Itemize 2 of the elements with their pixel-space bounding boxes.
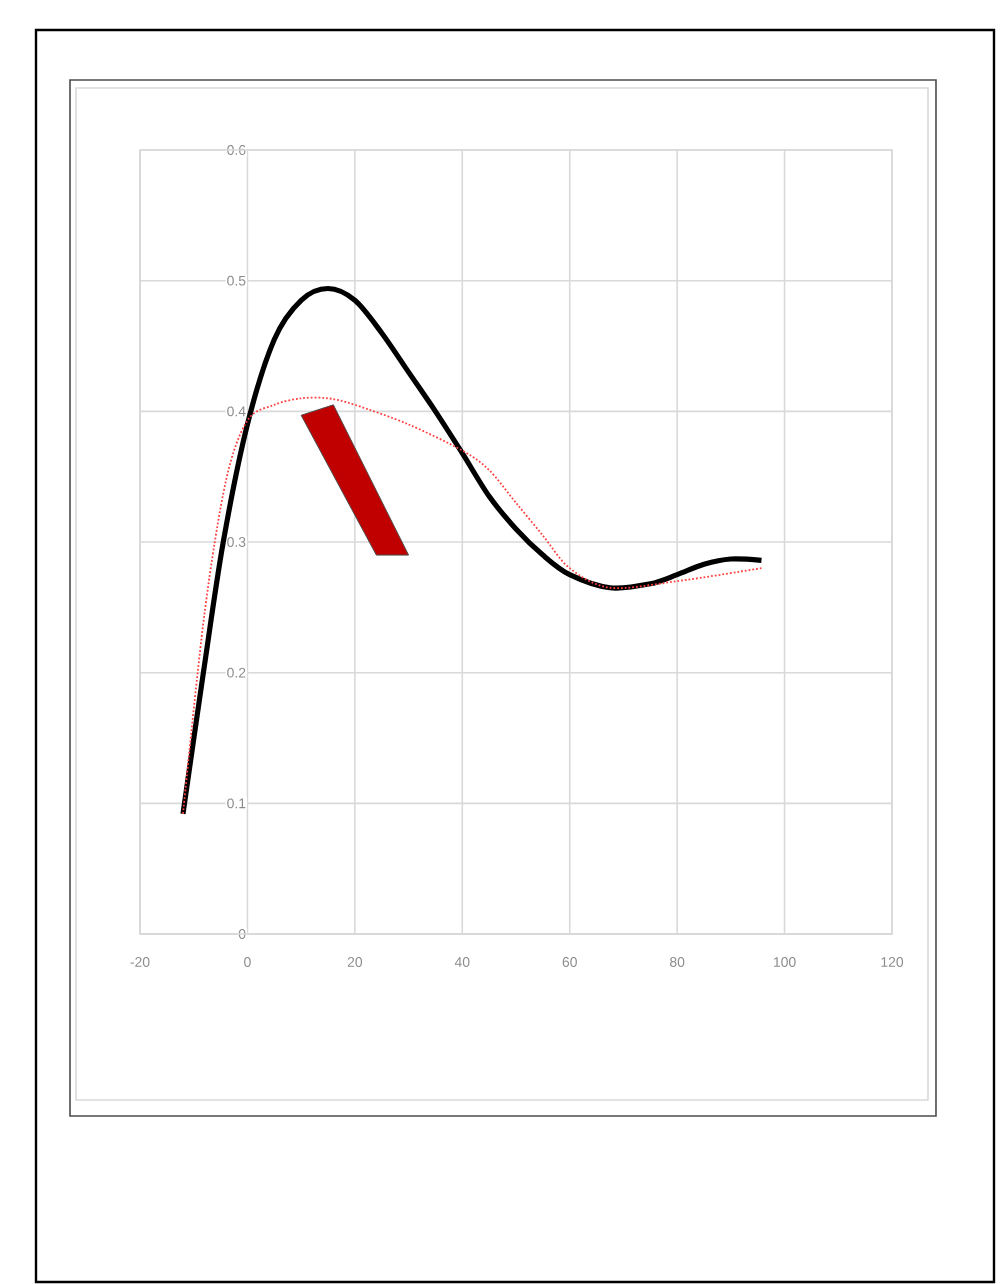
line-series <box>180 285 765 817</box>
line-series <box>182 396 763 815</box>
